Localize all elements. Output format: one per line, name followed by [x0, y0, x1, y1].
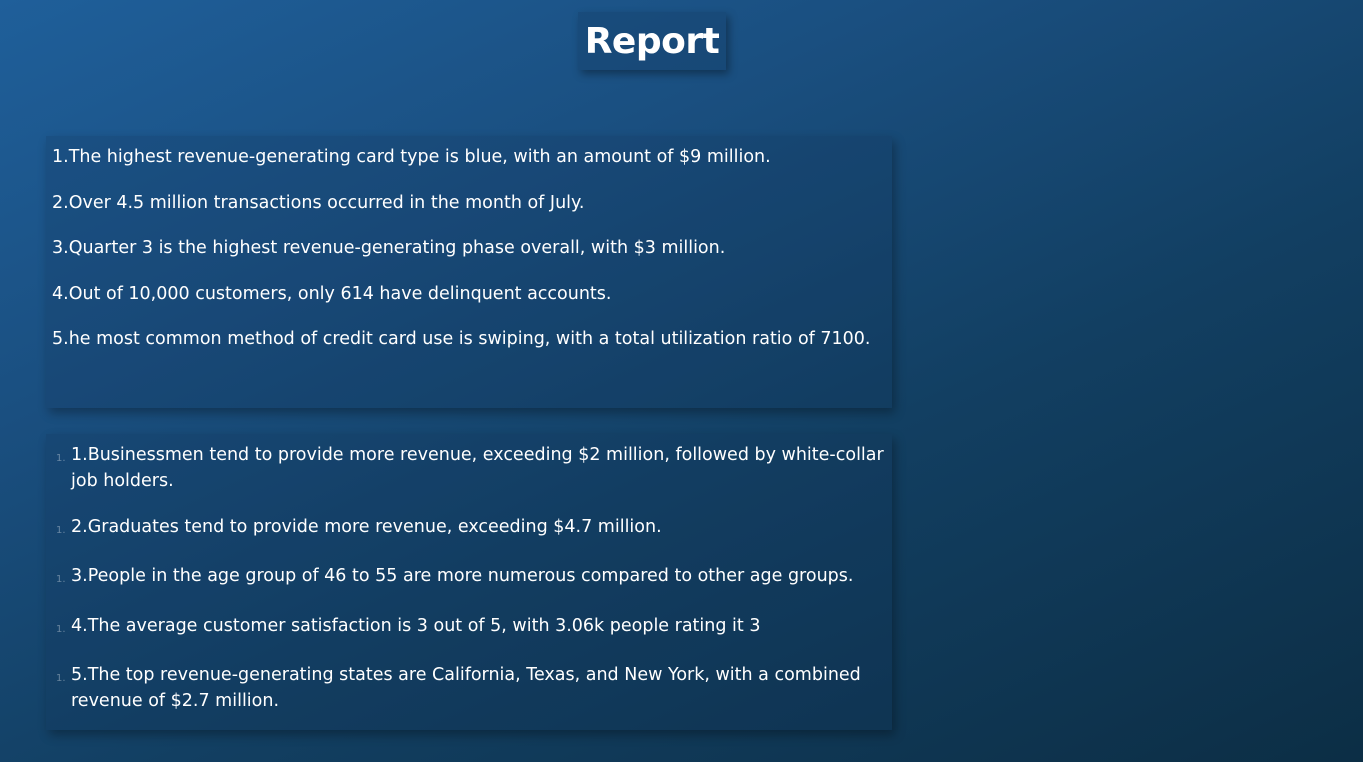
insight-text: 1.Businessmen tend to provide more reven…	[71, 445, 884, 491]
list-marker: 1.	[56, 524, 66, 536]
list-item: 1. 5.The top revenue-generating states a…	[56, 662, 892, 714]
list-marker: 1.	[56, 673, 66, 684]
insight-text: 2.Over 4.5 million transactions occurred…	[52, 192, 585, 213]
insight-text: 1.The highest revenue-generating card ty…	[52, 147, 771, 167]
insight-text: 3.People in the age group of 46 to 55 ar…	[71, 566, 854, 586]
insight-text: 5.The top revenue-generating states are …	[71, 665, 861, 711]
list-marker: 1.	[56, 453, 66, 464]
insight-text: 4.The average customer satisfaction is 3…	[71, 615, 761, 636]
insight-text: 5.he most common method of credit card u…	[52, 329, 871, 349]
list-item: 1. 1.Businessmen tend to provide more re…	[56, 442, 892, 494]
list-marker: 1.	[56, 623, 66, 635]
insights-panel-card-metrics: 1.The highest revenue-generating card ty…	[46, 136, 892, 408]
page-title: Report	[584, 20, 720, 62]
insights-panel-customer-metrics: 1. 1.Businessmen tend to provide more re…	[46, 434, 892, 730]
insight-text: 3.Quarter 3 is the highest revenue-gener…	[52, 238, 726, 258]
list-item: 1. 2.Graduates tend to provide more reve…	[56, 514, 892, 544]
report-title-box: Report	[578, 12, 726, 70]
list-item: 1. 4.The average customer satisfaction i…	[56, 613, 892, 643]
list-item: 1. 3.People in the age group of 46 to 55…	[56, 563, 892, 593]
insight-text: 4.Out of 10,000 customers, only 614 have…	[52, 283, 612, 304]
list-marker: 1.	[56, 574, 66, 585]
insight-text: 2.Graduates tend to provide more revenue…	[71, 516, 662, 537]
